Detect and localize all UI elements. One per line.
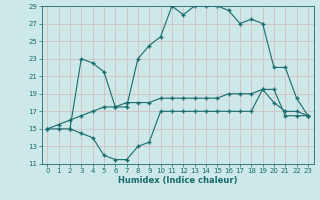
X-axis label: Humidex (Indice chaleur): Humidex (Indice chaleur) (118, 176, 237, 185)
